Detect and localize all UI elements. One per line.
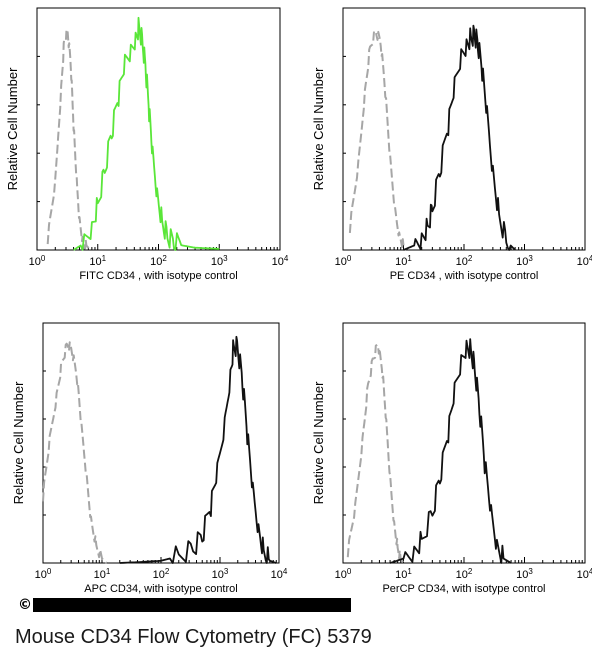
x-tick-label: 104 [577, 254, 592, 268]
y-axis-label: Relative Cell Number [5, 67, 20, 190]
x-tick-label: 102 [150, 254, 167, 268]
x-tick-label: 103 [516, 254, 533, 268]
x-tick-label: 103 [211, 254, 228, 268]
copyright-redaction-bar [33, 598, 351, 612]
x-tick-label: 100 [35, 567, 52, 581]
x-tick-label: 104 [272, 254, 289, 268]
cd34-stain-histogram [73, 16, 220, 251]
x-axis-label: APC CD34, with isotype control [84, 583, 237, 595]
x-tick-label: 103 [212, 567, 229, 581]
x-tick-label: 104 [577, 567, 592, 581]
copyright-notice: © [18, 597, 351, 613]
cd34-stain-histogram [119, 335, 277, 564]
isotype-control-histogram [46, 28, 91, 251]
copyright-symbol: © [18, 597, 32, 613]
chart-panel-percp: 100 101 102 103 104 PerCP CD34, with isotype … [311, 322, 592, 595]
x-tick-label: 103 [516, 567, 533, 581]
isotype-control-histogram [346, 343, 405, 564]
x-tick-label: 101 [94, 567, 111, 581]
y-axis-label: Relative Cell Number [311, 67, 326, 190]
x-tick-label: 102 [456, 567, 473, 581]
x-tick-label: 101 [395, 254, 412, 268]
x-tick-label: 100 [29, 254, 46, 268]
chart-panel-pe: 100 101 102 103 104 PE CD34 , with isotype co… [311, 7, 592, 282]
isotype-control-histogram [348, 29, 407, 251]
plot-frame [342, 322, 586, 564]
x-tick-label: 101 [89, 254, 106, 268]
cd34-stain-histogram [389, 338, 512, 564]
flow-cytometry-charts: 100 101 102 103 104 FITC CD34 , with isotype … [5, 7, 592, 595]
isotype-control-histogram [42, 341, 108, 564]
plot-frame [42, 322, 280, 564]
figure-caption: Mouse CD34 Flow Cytometry (FC) 5379 [15, 626, 372, 648]
x-tick-label: 102 [456, 254, 473, 268]
plot-frame [342, 7, 586, 251]
x-axis-label: PerCP CD34, with isotype control [382, 583, 545, 595]
chart-panel-apc: 100 101 102 103 104 APC CD34, with isotype co… [11, 322, 288, 595]
y-axis-label: Relative Cell Number [311, 381, 326, 504]
y-axis-label: Relative Cell Number [11, 381, 26, 504]
chart-panel-fitc: 100 101 102 103 104 FITC CD34 , with isotype … [5, 7, 289, 282]
x-tick-label: 101 [395, 567, 412, 581]
x-tick-label: 102 [153, 567, 170, 581]
x-tick-label: 104 [271, 567, 288, 581]
x-tick-label: 100 [335, 254, 352, 268]
x-tick-label: 100 [335, 567, 352, 581]
x-axis-label: FITC CD34 , with isotype control [79, 270, 237, 282]
x-axis-label: PE CD34 , with isotype control [390, 270, 539, 282]
cd34-stain-histogram [403, 24, 516, 251]
